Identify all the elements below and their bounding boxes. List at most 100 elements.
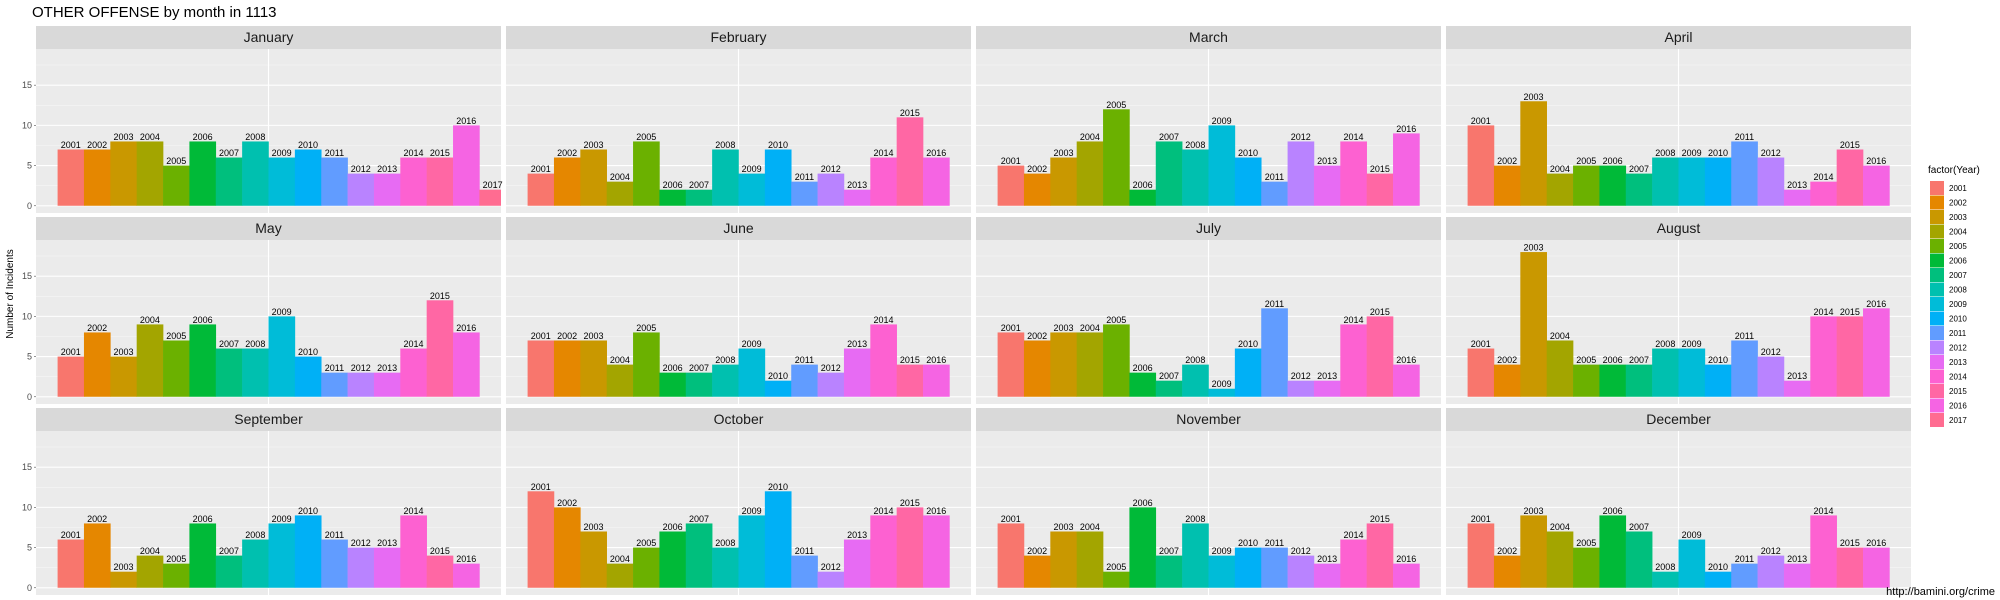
bar-label-2008: 2008 [1185, 355, 1205, 365]
bar-2006 [1129, 507, 1157, 588]
bar-label-2008: 2008 [1655, 562, 1675, 572]
bar-label-2005: 2005 [1576, 538, 1596, 548]
bar-2005 [163, 165, 190, 206]
bar-label-2015: 2015 [900, 355, 920, 365]
bar-label-2014: 2014 [403, 148, 423, 158]
legend-label-2016: 2016 [1949, 402, 1967, 411]
bar-2015 [896, 364, 924, 397]
bar-2015 [1366, 523, 1394, 588]
bar-label-2011: 2011 [1735, 554, 1754, 564]
bar-label-2015: 2015 [900, 108, 920, 118]
facet-strip [506, 26, 971, 49]
bar-2005 [1573, 547, 1600, 588]
bar-label-2001: 2001 [61, 347, 81, 357]
bar-2007 [685, 372, 713, 397]
bar-label-2008: 2008 [715, 355, 735, 365]
bar-label-2010: 2010 [1238, 148, 1258, 158]
facet-strip [1446, 26, 1911, 49]
bar-label-2008: 2008 [245, 339, 265, 349]
bar-2009 [1208, 555, 1236, 588]
bar-label-2004: 2004 [610, 554, 630, 564]
bar-label-2012: 2012 [1761, 347, 1781, 357]
bar-label-2009: 2009 [742, 164, 762, 174]
bar-2005 [1103, 571, 1130, 588]
bar-2010 [294, 149, 322, 206]
bar-label-2009: 2009 [1682, 148, 1702, 158]
bar-label-2004: 2004 [140, 315, 160, 325]
bar-2012 [1287, 555, 1315, 588]
bar-label-2007: 2007 [1629, 355, 1649, 365]
bar-label-2001: 2001 [61, 530, 81, 540]
panel-november: November 2001 2002 2003 2004 2005 2006 2007 2008… [976, 408, 1441, 595]
bar-2002 [1493, 364, 1521, 397]
bar-label-2001: 2001 [1001, 156, 1021, 166]
bar-label-2010: 2010 [298, 506, 318, 516]
bar-2006 [1129, 189, 1157, 206]
bar-2012 [1757, 555, 1785, 588]
bar-label-2003: 2003 [1053, 148, 1073, 158]
bars [997, 109, 1420, 206]
bar-2002 [1023, 340, 1051, 397]
bar-label-2003: 2003 [1523, 92, 1543, 102]
bar-2001 [997, 523, 1025, 588]
bar-label-2006: 2006 [1133, 363, 1153, 373]
bar-2002 [1023, 555, 1051, 588]
bar-2009 [1208, 125, 1236, 206]
bar-label-2006: 2006 [1603, 156, 1623, 166]
bar-label-2016: 2016 [1866, 299, 1886, 309]
bar-2009 [268, 523, 296, 588]
bar-label-2014: 2014 [1813, 506, 1833, 516]
bar-2003 [580, 340, 607, 397]
bar-label-2006: 2006 [663, 522, 683, 532]
bar-label-2012: 2012 [1291, 132, 1311, 142]
bar-2006 [659, 372, 687, 397]
bar-label-2010: 2010 [298, 347, 318, 357]
bar-label-2010: 2010 [1708, 148, 1728, 158]
bar-label-2005: 2005 [1576, 156, 1596, 166]
bar-label-2005: 2005 [636, 538, 656, 548]
bar-2005 [163, 563, 190, 588]
bar-2010 [1704, 364, 1732, 397]
bar-label-2014: 2014 [873, 506, 893, 516]
bar-label-2008: 2008 [1185, 140, 1205, 150]
bar-label-2003: 2003 [583, 522, 603, 532]
bar-2010 [764, 380, 792, 397]
bar-label-2011: 2011 [795, 546, 814, 556]
legend-key-2012 [1930, 340, 1944, 355]
bar-label-2011: 2011 [795, 355, 814, 365]
bar-label-2007: 2007 [689, 363, 709, 373]
bar-label-2016: 2016 [1866, 538, 1886, 548]
legend-key-2010 [1930, 311, 1944, 326]
bar-2001 [1467, 125, 1495, 206]
legend-label-2014: 2014 [1949, 373, 1967, 382]
bar-2013 [843, 189, 871, 206]
bars [997, 507, 1420, 588]
bar-label-2010: 2010 [1238, 339, 1258, 349]
bar-label-2009: 2009 [272, 307, 292, 317]
bar-2014 [1810, 316, 1837, 397]
bar-2016 [1863, 547, 1890, 588]
panel-september: September0510152001200220032004200520062… [22, 408, 501, 595]
bar-label-2012: 2012 [821, 164, 841, 174]
bar-2013 [1313, 165, 1341, 206]
bar-2014 [1810, 515, 1837, 588]
bar-label-2002: 2002 [1027, 164, 1047, 174]
bars [527, 324, 950, 397]
bar-label-2004: 2004 [1550, 522, 1570, 532]
bar-2003 [110, 571, 137, 588]
bar-label-2004: 2004 [1080, 132, 1100, 142]
bar-label-2004: 2004 [140, 132, 160, 142]
legend-key-2005 [1930, 239, 1944, 253]
bar-2016 [1393, 563, 1420, 588]
bar-2012 [347, 372, 375, 397]
bar-label-2003: 2003 [1053, 323, 1073, 333]
bar-2008 [242, 141, 269, 206]
facet-strip-label: March [1189, 29, 1228, 45]
bars [57, 300, 480, 397]
bar-2004 [136, 141, 164, 206]
bar-label-2005: 2005 [1106, 315, 1126, 325]
facet-strip [976, 408, 1441, 431]
